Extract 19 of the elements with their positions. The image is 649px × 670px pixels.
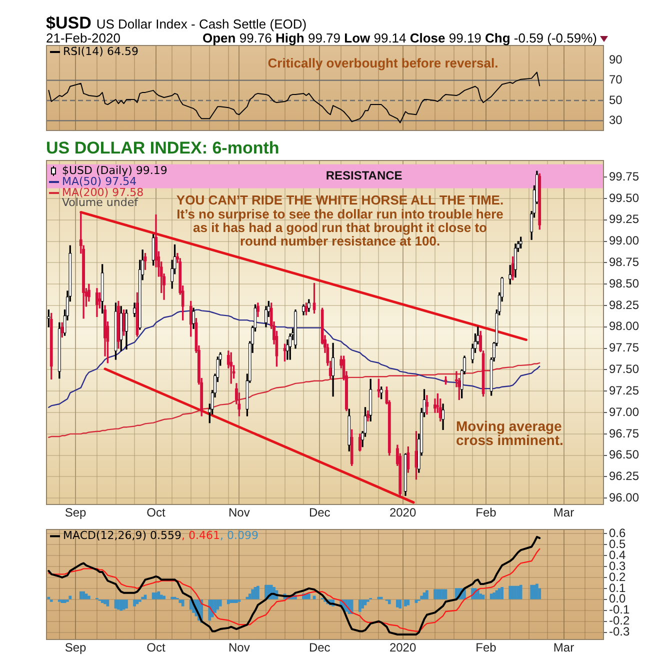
x-tick-label: Dec [308,640,330,655]
y-tick-label: 90 [609,52,623,66]
x-tick-label: Nov [228,640,250,655]
x-tick-label: Sep [64,640,87,655]
y-tick-label: 70 [609,72,623,87]
text: , 0.099 [220,529,258,542]
text: , 0.461 [182,529,220,542]
annotation: Critically overbought before reversal. [268,56,498,71]
x-tick-label: Oct [146,640,166,655]
chart-title: $USD US Dollar Index - Cash Settle (EOD) [46,14,307,33]
chart-subtitle: 21-Feb-2020 [46,30,120,46]
legend-label: MACD(12,26,9) 0.559 [63,529,182,542]
y-tick-label: 50 [609,92,623,107]
x-tick-label: Mar [553,640,574,655]
legend-label: RSI(14) 64.59 [63,44,138,58]
x-tick-label: Feb [476,640,497,655]
text: Open 99.76 High 99.79 Low 99.14 Close 99.19 Chg -0.59 (-0.59%) [202,30,598,46]
y-tick-label: 30 [609,113,623,128]
x-tick-label: 2020 [389,640,416,655]
